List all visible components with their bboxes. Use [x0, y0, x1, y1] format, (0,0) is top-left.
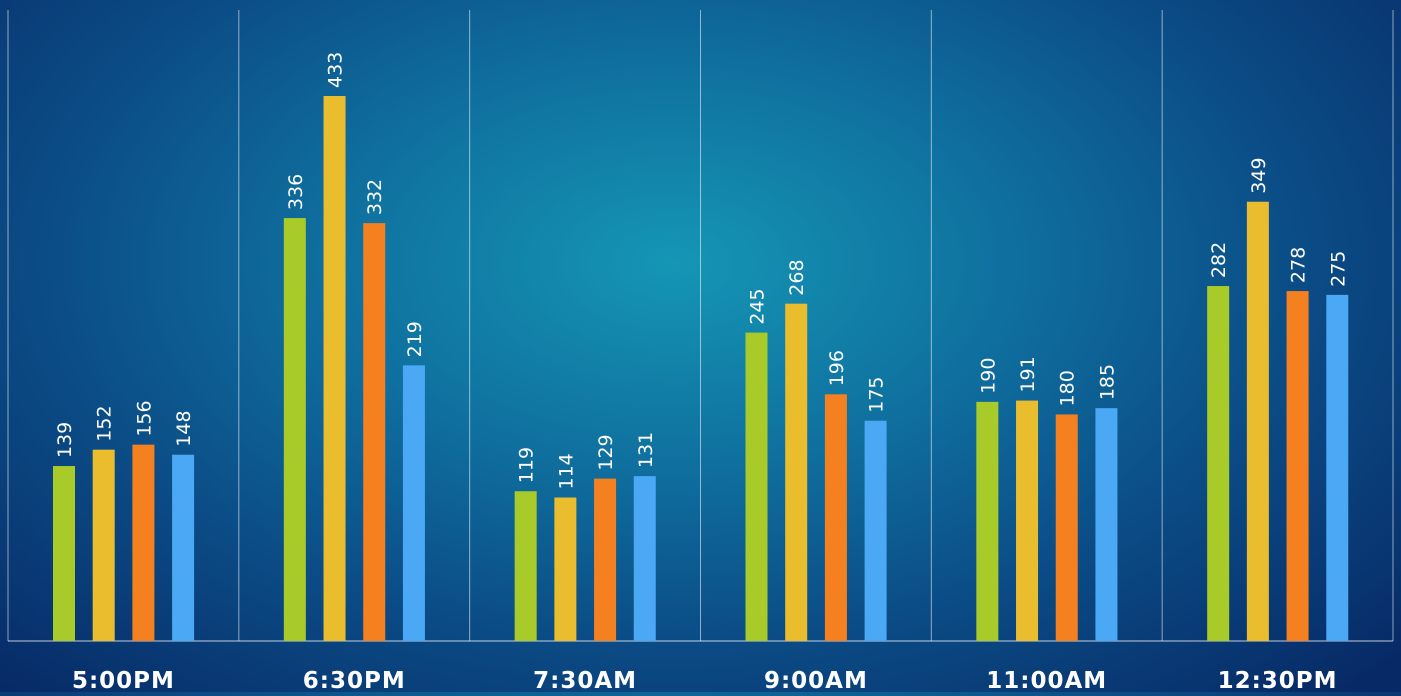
- category-label: 11:00AM: [986, 668, 1107, 692]
- bar: [633, 476, 656, 641]
- data-label: 433: [325, 52, 347, 88]
- bar: [323, 96, 346, 641]
- bar: [1095, 408, 1118, 641]
- data-label: 152: [94, 405, 116, 441]
- bar: [785, 303, 808, 641]
- data-label: 156: [133, 400, 155, 436]
- bar: [594, 478, 617, 641]
- data-label: 114: [555, 453, 577, 489]
- bar: [283, 218, 306, 641]
- bar: [132, 444, 155, 641]
- bar: [363, 223, 386, 642]
- bar: [402, 365, 425, 641]
- data-label: 336: [285, 174, 307, 210]
- bar: [1246, 201, 1269, 641]
- data-label: 219: [404, 321, 426, 357]
- data-label: 185: [1096, 364, 1118, 400]
- data-label: 191: [1017, 356, 1039, 392]
- data-label: 245: [747, 288, 769, 324]
- data-label: 119: [516, 447, 538, 483]
- bar: [1016, 400, 1039, 641]
- data-label: 180: [1057, 370, 1079, 406]
- bar: [1207, 286, 1230, 641]
- bar: [864, 420, 887, 641]
- bar: [53, 466, 75, 641]
- bar: [514, 491, 537, 641]
- category-label: 9:00AM: [764, 668, 868, 692]
- bar: [1326, 294, 1349, 641]
- data-label: 139: [54, 422, 76, 458]
- bar: [745, 332, 768, 641]
- category-label: 6:30PM: [303, 668, 406, 692]
- data-label: 196: [826, 350, 848, 386]
- data-label: 175: [866, 376, 888, 412]
- bar: [92, 449, 115, 641]
- data-label: 129: [595, 434, 617, 470]
- data-label: 349: [1248, 157, 1270, 193]
- bar: [1055, 414, 1078, 641]
- bar: [1286, 291, 1309, 641]
- data-label: 148: [173, 410, 195, 446]
- category-label: 7:30AM: [533, 668, 637, 692]
- bar: [172, 454, 195, 641]
- bar: [554, 497, 577, 641]
- data-label: 282: [1208, 242, 1230, 278]
- bar: [824, 394, 847, 641]
- data-label: 332: [364, 179, 386, 215]
- data-label: 131: [635, 432, 657, 468]
- category-label: 12:30PM: [1218, 668, 1338, 692]
- data-label: 190: [977, 358, 999, 394]
- data-label: 275: [1327, 251, 1349, 287]
- data-label: 278: [1288, 247, 1310, 283]
- bar: [976, 401, 999, 641]
- category-label: 5:00PM: [72, 668, 175, 692]
- data-label: 268: [786, 259, 808, 295]
